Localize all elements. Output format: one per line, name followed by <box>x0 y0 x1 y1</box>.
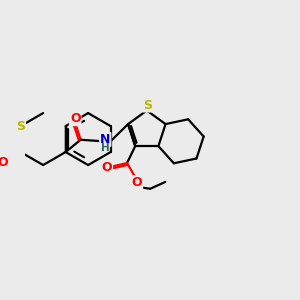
Text: O: O <box>132 176 142 189</box>
Text: H: H <box>101 143 110 153</box>
Text: S: S <box>16 120 25 133</box>
Text: O: O <box>0 156 8 169</box>
Text: O: O <box>101 161 112 174</box>
Text: O: O <box>70 112 80 125</box>
Text: S: S <box>143 98 152 112</box>
Text: N: N <box>100 133 110 146</box>
